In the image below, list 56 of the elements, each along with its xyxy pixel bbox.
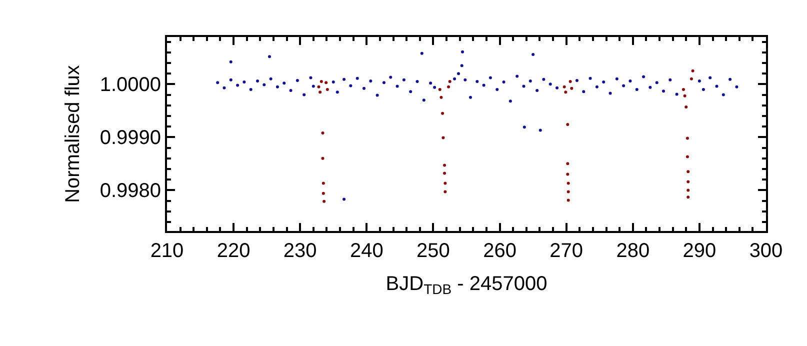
point: [686, 196, 690, 199]
point: [444, 190, 447, 194]
point: [321, 156, 324, 160]
point: [684, 105, 688, 108]
point: [321, 131, 324, 134]
point: [444, 182, 447, 185]
x-axis-title: BJD$_{TDB}$ - 2457000: [386, 273, 548, 298]
point: [566, 190, 570, 194]
y-tick-label: 0.9980: [100, 180, 161, 202]
point: [326, 88, 329, 91]
x-tick-label: 210: [150, 240, 184, 262]
x-tick-label: 260: [483, 240, 516, 262]
point: [682, 88, 685, 91]
x-tick-label: 230: [283, 240, 317, 262]
point: [322, 192, 325, 195]
point: [566, 162, 570, 166]
point: [324, 81, 328, 84]
point: [686, 180, 690, 184]
point: [562, 85, 566, 88]
point: [322, 182, 325, 185]
point: [320, 80, 323, 84]
x-tick-label: 250: [416, 240, 450, 262]
point: [686, 155, 689, 158]
point: [438, 88, 442, 91]
point: [566, 172, 570, 176]
point: [686, 188, 690, 192]
x-tick-label: 270: [550, 240, 584, 262]
point: [447, 85, 450, 88]
point: [564, 90, 568, 94]
x-tick-label: 240: [350, 240, 384, 262]
point: [686, 170, 690, 174]
point: [683, 94, 686, 98]
point: [566, 198, 570, 202]
point: [318, 90, 322, 94]
point: [322, 200, 326, 203]
point: [566, 122, 570, 126]
y-tick-label: 0.9990: [100, 127, 161, 150]
point: [440, 96, 443, 99]
x-tick-label: 300: [749, 240, 783, 262]
x-tick-label: 290: [682, 240, 716, 262]
point: [441, 112, 444, 115]
point: [568, 80, 572, 84]
point: [443, 164, 446, 167]
y-tick-label: 1.0000: [100, 74, 161, 96]
x-tick-label: 280: [616, 240, 650, 262]
point: [443, 172, 446, 175]
point: [570, 86, 574, 90]
y-axis-title: Normalised flux: [62, 65, 84, 203]
point: [690, 77, 693, 80]
point: [686, 136, 689, 140]
point: [448, 80, 452, 84]
point: [317, 85, 320, 88]
point: [566, 182, 570, 185]
x-tick-label: 220: [216, 240, 250, 262]
point: [691, 69, 694, 72]
point: [442, 136, 445, 140]
